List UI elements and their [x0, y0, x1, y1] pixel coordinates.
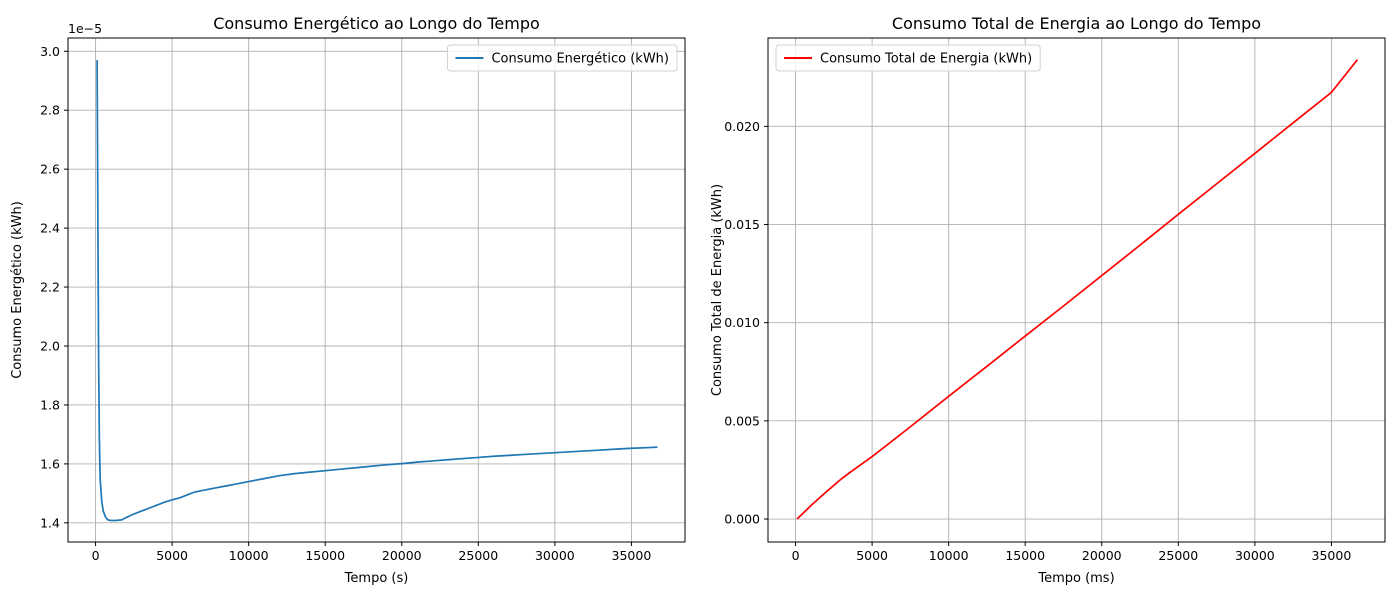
x-tick-label: 25000 [1158, 548, 1198, 563]
x-tick-label: 15000 [1005, 548, 1045, 563]
total-energy-line [796, 59, 1359, 520]
y-tick-label: 2.0 [40, 339, 60, 354]
x-tick-label: 30000 [1235, 548, 1275, 563]
legend-box [446, 44, 678, 72]
x-tick-label: 5000 [856, 548, 888, 563]
y-tick-label: 2.8 [40, 103, 60, 118]
x-tick-label: 35000 [1312, 548, 1352, 563]
grid [768, 38, 1385, 542]
x-axis-label: Tempo (s) [344, 571, 409, 586]
y-tick-label: 2.4 [40, 221, 60, 236]
x-tick-label: 0 [792, 548, 800, 563]
x-tick-label: 20000 [382, 548, 422, 563]
axes-frame [67, 37, 686, 543]
legend: Consumo Energético (kWh) [446, 44, 678, 72]
chart-title: Consumo Total de Energia ao Longo do Tem… [892, 14, 1261, 33]
x-axis-label: Tempo (ms) [1037, 571, 1114, 586]
series-layer [96, 60, 658, 522]
legend-entry: Consumo Total de Energia (kWh) [820, 52, 1032, 67]
y-tick-label: 0.005 [724, 413, 760, 428]
chart-title: Consumo Energético ao Longo do Tempo [213, 14, 540, 33]
x-tick-label: 5000 [156, 548, 188, 563]
legend-box [775, 44, 1041, 72]
y-tick-label: 3.0 [40, 44, 60, 59]
y-axis-label: Consumo Energético (kWh) [10, 201, 25, 379]
x-tick-label: 20000 [1082, 548, 1122, 563]
legend: Consumo Total de Energia (kWh) [775, 44, 1041, 72]
grid [68, 38, 685, 542]
x-tick-label: 35000 [612, 548, 652, 563]
x-tick-label: 15000 [305, 548, 345, 563]
y-tick-label: 0.010 [724, 315, 760, 330]
total-energy-chart: 0 5000 10000 15000 20000 25000 30000 35000 0.00… [710, 14, 1386, 586]
y-tick-label: 2.2 [40, 280, 60, 295]
x-tick-label: 10000 [229, 548, 269, 563]
y-axis-ticks: 0.000 0.005 0.010 0.015 0.020 [724, 119, 768, 527]
x-axis-ticks: 0 5000 10000 15000 20000 25000 30000 35000 [792, 542, 1352, 563]
y-tick-label: 1.8 [40, 397, 60, 412]
x-axis-ticks: 0 5000 10000 15000 20000 25000 30000 35000 [92, 542, 652, 563]
legend-entry: Consumo Energético (kWh) [491, 52, 669, 67]
y-tick-label: 0.000 [724, 512, 760, 527]
axes-frame [767, 37, 1386, 543]
x-tick-label: 0 [92, 548, 100, 563]
y-tick-label: 1.4 [40, 515, 60, 530]
y-tick-label: 1.6 [40, 456, 60, 471]
energy-consumption-chart: 0 5000 10000 15000 20000 25000 30000 35000 1.41… [10, 14, 686, 586]
y-tick-label: 0.020 [724, 119, 760, 134]
y-axis-ticks: 1.4 1.6 1.8 2.0 2.2 2.4 2.6 2.8 3.0 [40, 44, 68, 530]
y-tick-label: 0.015 [724, 217, 760, 232]
y-tick-label: 2.6 [40, 162, 60, 177]
y-axis-offset-text: 1e−5 [68, 21, 102, 36]
y-axis-label: Consumo Total de Energia (kWh) [710, 184, 725, 396]
x-tick-label: 30000 [535, 548, 575, 563]
x-tick-label: 25000 [458, 548, 498, 563]
energy-consumption-line [96, 60, 658, 522]
x-tick-label: 10000 [929, 548, 969, 563]
series-layer [796, 59, 1359, 520]
